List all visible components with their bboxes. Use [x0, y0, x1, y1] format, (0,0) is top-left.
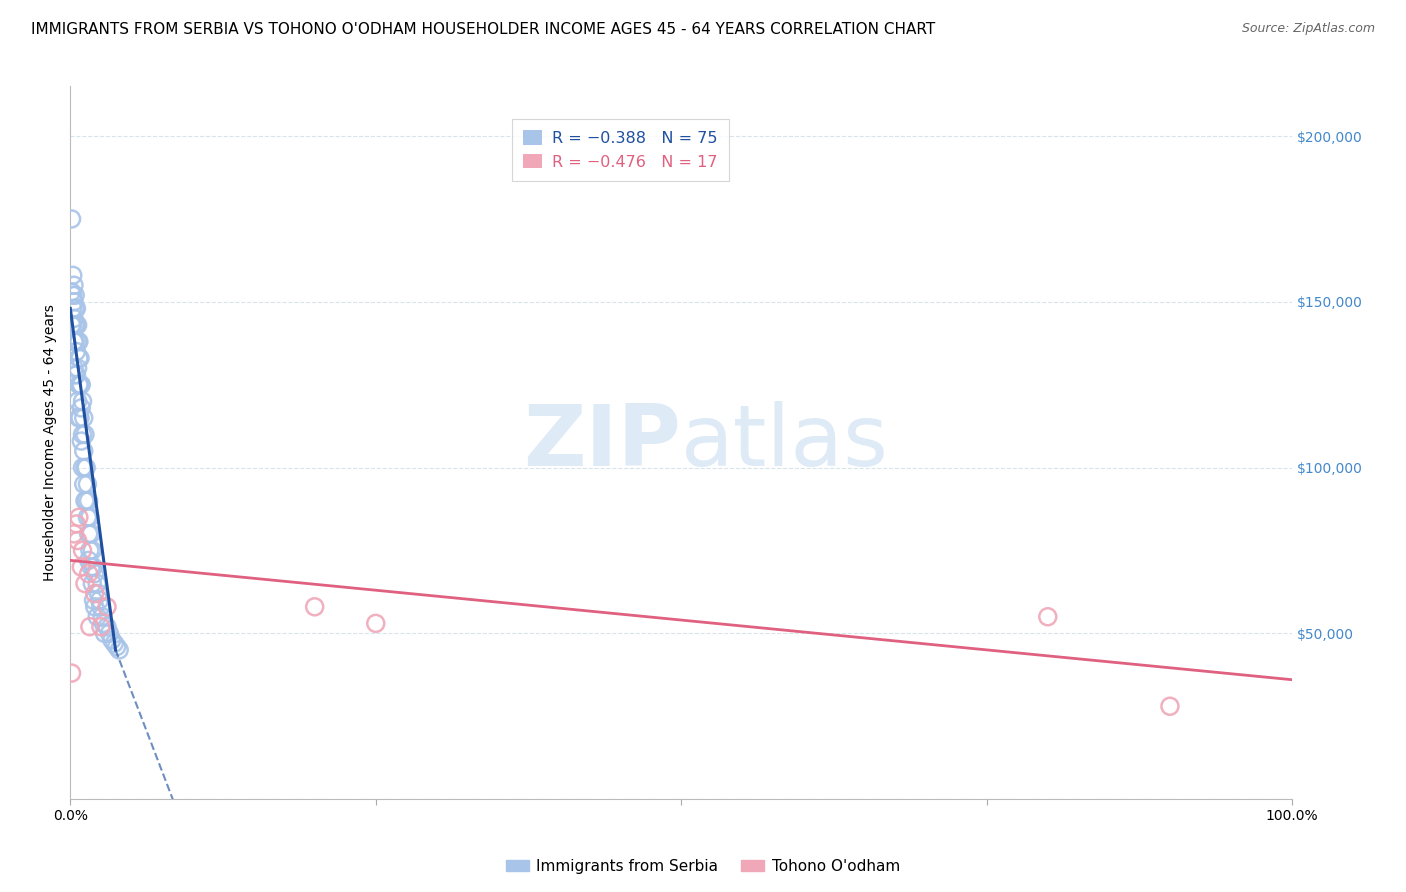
Point — [70, 434, 93, 448]
Point — [1159, 699, 1181, 714]
Point — [83, 593, 105, 607]
Point — [67, 410, 90, 425]
Point — [364, 616, 387, 631]
Point — [70, 377, 93, 392]
Point — [79, 620, 101, 634]
Text: ZIP: ZIP — [523, 401, 682, 484]
Y-axis label: Householder Income Ages 45 - 64 years: Householder Income Ages 45 - 64 years — [44, 304, 58, 582]
Point — [66, 361, 89, 376]
Point — [63, 294, 86, 309]
Point — [77, 566, 100, 581]
Point — [96, 599, 118, 614]
Point — [80, 527, 103, 541]
Point — [87, 586, 110, 600]
Point — [62, 288, 84, 302]
Point — [91, 616, 114, 631]
Point — [108, 643, 131, 657]
Point — [66, 318, 89, 332]
Point — [63, 368, 86, 382]
Point — [83, 586, 105, 600]
Point — [69, 377, 91, 392]
Point — [82, 543, 104, 558]
Point — [77, 527, 100, 541]
Point — [60, 666, 83, 681]
Point — [86, 609, 108, 624]
Point — [66, 533, 89, 548]
Point — [83, 599, 105, 614]
Point — [103, 636, 125, 650]
Point — [63, 318, 86, 332]
Point — [65, 516, 87, 531]
Point — [63, 334, 86, 349]
Point — [75, 493, 97, 508]
Point — [69, 410, 91, 425]
Point — [63, 527, 86, 541]
Point — [96, 620, 118, 634]
Point — [73, 427, 96, 442]
Point — [63, 311, 86, 326]
Point — [80, 560, 103, 574]
Point — [105, 640, 128, 654]
Point — [62, 318, 84, 332]
Point — [63, 301, 86, 316]
Point — [63, 334, 86, 349]
Point — [70, 401, 93, 415]
Point — [73, 410, 96, 425]
Point — [73, 493, 96, 508]
Legend: R = −0.388   N = 75, R = −0.476   N = 17: R = −0.388 N = 75, R = −0.476 N = 17 — [512, 120, 728, 181]
Point — [72, 427, 94, 442]
Point — [62, 301, 84, 316]
Point — [76, 510, 98, 524]
Point — [73, 477, 96, 491]
Point — [66, 394, 89, 409]
Point — [75, 460, 97, 475]
Point — [65, 301, 87, 316]
Point — [72, 460, 94, 475]
Point — [63, 361, 86, 376]
Point — [60, 211, 83, 226]
Point — [93, 626, 115, 640]
Point — [67, 334, 90, 349]
Point — [98, 626, 121, 640]
Point — [304, 599, 326, 614]
Point — [69, 351, 91, 366]
Point — [60, 285, 83, 299]
Point — [67, 377, 90, 392]
Text: IMMIGRANTS FROM SERBIA VS TOHONO O'ODHAM HOUSEHOLDER INCOME AGES 45 - 64 YEARS C: IMMIGRANTS FROM SERBIA VS TOHONO O'ODHAM… — [31, 22, 935, 37]
Point — [65, 368, 87, 382]
Point — [67, 351, 90, 366]
Point — [1036, 609, 1059, 624]
Point — [62, 268, 84, 283]
Point — [82, 576, 104, 591]
Point — [90, 620, 112, 634]
Point — [83, 560, 105, 574]
Point — [65, 344, 87, 359]
Point — [89, 593, 111, 607]
Point — [63, 278, 86, 293]
Point — [72, 394, 94, 409]
Point — [91, 609, 114, 624]
Point — [63, 288, 86, 302]
Point — [67, 510, 90, 524]
Text: atlas: atlas — [682, 401, 889, 484]
Point — [83, 566, 105, 581]
Point — [77, 553, 100, 567]
Point — [79, 543, 101, 558]
Point — [70, 560, 93, 574]
Point — [90, 599, 112, 614]
Point — [73, 460, 96, 475]
Point — [65, 318, 87, 332]
Point — [101, 632, 124, 647]
Point — [60, 318, 83, 332]
Point — [73, 576, 96, 591]
Point — [77, 493, 100, 508]
Point — [76, 477, 98, 491]
Text: Source: ZipAtlas.com: Source: ZipAtlas.com — [1241, 22, 1375, 36]
Point — [73, 444, 96, 458]
Point — [72, 543, 94, 558]
Point — [86, 576, 108, 591]
Point — [79, 510, 101, 524]
Legend: Immigrants from Serbia, Tohono O'odham: Immigrants from Serbia, Tohono O'odham — [499, 853, 907, 880]
Point — [66, 334, 89, 349]
